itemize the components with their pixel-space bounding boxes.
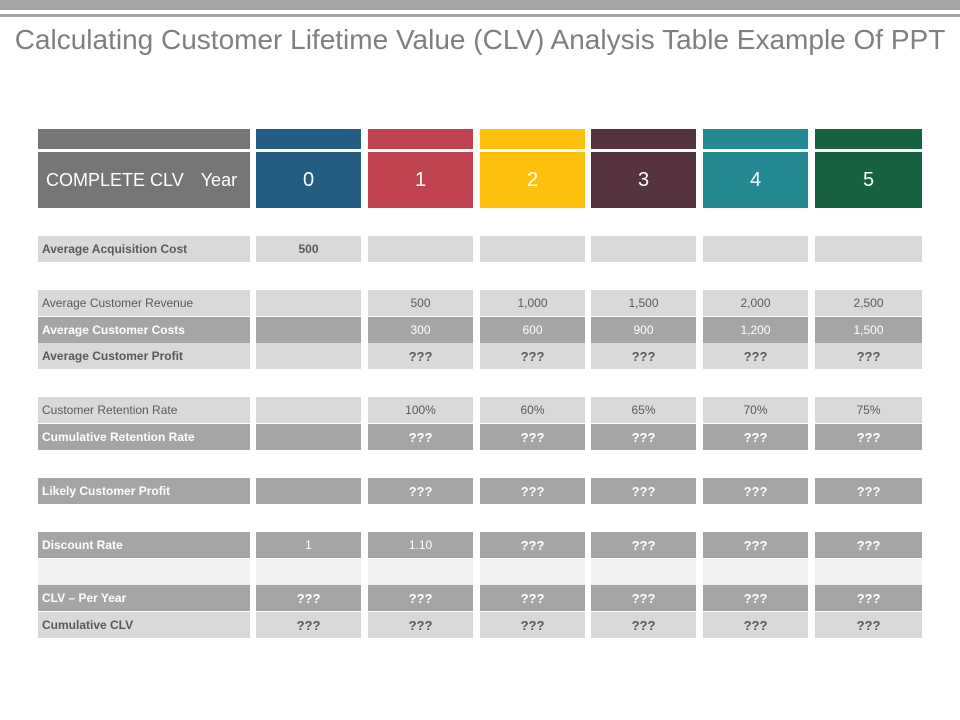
cell-r2-y3: 900 xyxy=(591,317,696,343)
cell-r10-y1: ??? xyxy=(368,612,473,638)
cell-r1-y5: 2,500 xyxy=(815,290,922,316)
row-label-2: Average Customer Costs xyxy=(38,317,250,343)
cell-r2-y0 xyxy=(256,317,361,343)
cell-r6-y5: ??? xyxy=(815,478,922,504)
header-year-0: 0 xyxy=(256,152,361,208)
cell-r4-y5: 75% xyxy=(815,397,922,423)
cell-r6-y2: ??? xyxy=(480,478,585,504)
cell-r9-y3: ??? xyxy=(591,585,696,611)
top-bar xyxy=(0,0,960,10)
cell-r8-y1 xyxy=(368,559,473,585)
header-year-1: 1 xyxy=(368,152,473,208)
cell-r1-y4: 2,000 xyxy=(703,290,808,316)
cell-r8-y3 xyxy=(591,559,696,585)
cell-r1-y3: 1,500 xyxy=(591,290,696,316)
cell-r10-y4: ??? xyxy=(703,612,808,638)
cell-r9-y2: ??? xyxy=(480,585,585,611)
header-year-label: Year xyxy=(200,169,238,190)
header-year-5: 5 xyxy=(815,152,922,208)
cell-r3-y2: ??? xyxy=(480,343,585,369)
cell-r7-y3: ??? xyxy=(591,532,696,558)
row-label-10: Cumulative CLV xyxy=(38,612,250,638)
cell-r7-y0: 1 xyxy=(256,532,361,558)
cell-r4-y3: 65% xyxy=(591,397,696,423)
cell-r10-y0: ??? xyxy=(256,612,361,638)
cell-r0-y0: 500 xyxy=(256,236,361,262)
header-cap-2 xyxy=(368,129,473,149)
cell-r2-y2: 600 xyxy=(480,317,585,343)
header-year-4: 4 xyxy=(703,152,808,208)
row-label-0: Average Acquisition Cost xyxy=(38,236,250,262)
cell-r9-y5: ??? xyxy=(815,585,922,611)
row-label-9: CLV – Per Year xyxy=(38,585,250,611)
cell-r8-y4 xyxy=(703,559,808,585)
cell-r6-y0 xyxy=(256,478,361,504)
header-cap-4 xyxy=(591,129,696,149)
cell-r5-y1: ??? xyxy=(368,424,473,450)
cell-r1-y0 xyxy=(256,290,361,316)
page-title: Calculating Customer Lifetime Value (CLV… xyxy=(14,24,946,55)
cell-r3-y1: ??? xyxy=(368,343,473,369)
cell-r1-y2: 1,000 xyxy=(480,290,585,316)
cell-r6-y1: ??? xyxy=(368,478,473,504)
cell-r10-y2: ??? xyxy=(480,612,585,638)
cell-r2-y5: 1,500 xyxy=(815,317,922,343)
cell-r5-y3: ??? xyxy=(591,424,696,450)
cell-r3-y4: ??? xyxy=(703,343,808,369)
row-label-1: Average Customer Revenue xyxy=(38,290,250,316)
cell-r8-y0 xyxy=(256,559,361,585)
row-label-7: Discount Rate xyxy=(38,532,250,558)
row-label-8 xyxy=(38,559,250,585)
cell-r9-y4: ??? xyxy=(703,585,808,611)
cell-r0-y3 xyxy=(591,236,696,262)
cell-r10-y5: ??? xyxy=(815,612,922,638)
row-label-3: Average Customer Profit xyxy=(38,343,250,369)
cell-r5-y5: ??? xyxy=(815,424,922,450)
cell-r6-y3: ??? xyxy=(591,478,696,504)
cell-r1-y1: 500 xyxy=(368,290,473,316)
cell-r3-y3: ??? xyxy=(591,343,696,369)
row-label-5: Cumulative Retention Rate xyxy=(38,424,250,450)
cell-r3-y0 xyxy=(256,343,361,369)
header-label: COMPLETE CLV xyxy=(46,169,184,190)
cell-r7-y5: ??? xyxy=(815,532,922,558)
cell-r2-y4: 1,200 xyxy=(703,317,808,343)
cell-r9-y1: ??? xyxy=(368,585,473,611)
cell-r4-y2: 60% xyxy=(480,397,585,423)
header-cap-0 xyxy=(38,129,250,149)
cell-r4-y0 xyxy=(256,397,361,423)
cell-r0-y1 xyxy=(368,236,473,262)
header-year-3: 3 xyxy=(591,152,696,208)
cell-r10-y3: ??? xyxy=(591,612,696,638)
header-cap-3 xyxy=(480,129,585,149)
cell-r8-y5 xyxy=(815,559,922,585)
cell-r7-y2: ??? xyxy=(480,532,585,558)
row-label-4: Customer Retention Rate xyxy=(38,397,250,423)
cell-r5-y4: ??? xyxy=(703,424,808,450)
header-year-2: 2 xyxy=(480,152,585,208)
cell-r5-y0 xyxy=(256,424,361,450)
cell-r3-y5: ??? xyxy=(815,343,922,369)
cell-r7-y1: 1.10 xyxy=(368,532,473,558)
header-cap-6 xyxy=(815,129,922,149)
header-cap-5 xyxy=(703,129,808,149)
cell-r7-y4: ??? xyxy=(703,532,808,558)
top-rule xyxy=(0,14,960,17)
cell-r5-y2: ??? xyxy=(480,424,585,450)
cell-r4-y1: 100% xyxy=(368,397,473,423)
cell-r8-y2 xyxy=(480,559,585,585)
cell-r0-y2 xyxy=(480,236,585,262)
header-cap-1 xyxy=(256,129,361,149)
cell-r2-y1: 300 xyxy=(368,317,473,343)
cell-r9-y0: ??? xyxy=(256,585,361,611)
header-label-cell: COMPLETE CLV Year xyxy=(38,152,250,208)
cell-r6-y4: ??? xyxy=(703,478,808,504)
cell-r4-y4: 70% xyxy=(703,397,808,423)
cell-r0-y4 xyxy=(703,236,808,262)
cell-r0-y5 xyxy=(815,236,922,262)
row-label-6: Likely Customer Profit xyxy=(38,478,250,504)
